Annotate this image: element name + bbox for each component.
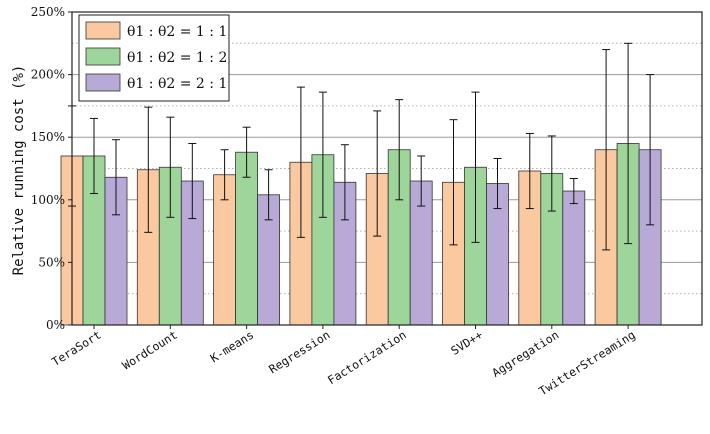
legend-swatch xyxy=(85,47,121,66)
y-axis-label: Relative running cost (%) xyxy=(11,65,27,276)
error-bars xyxy=(68,42,655,251)
legend-swatch xyxy=(85,73,121,92)
x-tick-labels: TeraSort WordCount K-means RegressionFactor… xyxy=(49,328,637,399)
y-tick-labels: 0% 50% 100% 150% 200% 250% xyxy=(31,5,65,332)
y-tick-label: 0% xyxy=(46,318,65,332)
bar-aggregation-s3 xyxy=(562,190,586,326)
axes xyxy=(68,11,703,329)
y-tick-label: 100% xyxy=(31,193,65,207)
x-tick-label: SVD++ xyxy=(448,328,485,358)
x-tick-label: Factorization xyxy=(325,328,409,388)
y-tick-label: 150% xyxy=(31,130,65,144)
y-tick-label: 50% xyxy=(38,255,65,269)
bars xyxy=(60,143,662,326)
x-tick-label: WordCount xyxy=(120,328,180,373)
x-tick-label: Aggregation xyxy=(489,328,561,380)
x-tick-label: Regression xyxy=(266,328,332,377)
plot-frame xyxy=(71,11,703,326)
legend-swatch xyxy=(85,21,121,40)
legend-entry-label: θ1 : θ2 = 2 : 1 xyxy=(127,76,227,92)
y-tick-label: 200% xyxy=(31,68,65,82)
x-tick-label: TeraSort xyxy=(49,328,103,369)
legend: θ1 : θ2 = 1 : 1 θ1 : θ2 = 1 : 2 θ1 : θ2 = … xyxy=(78,14,230,102)
y-tick-label: 250% xyxy=(31,5,65,19)
bar-k-means-s2 xyxy=(235,151,259,326)
legend-entry-label: θ1 : θ2 = 1 : 2 xyxy=(127,50,227,66)
legend-entry-label: θ1 : θ2 = 1 : 1 xyxy=(127,24,227,40)
x-tick-label: K-means xyxy=(208,328,257,366)
